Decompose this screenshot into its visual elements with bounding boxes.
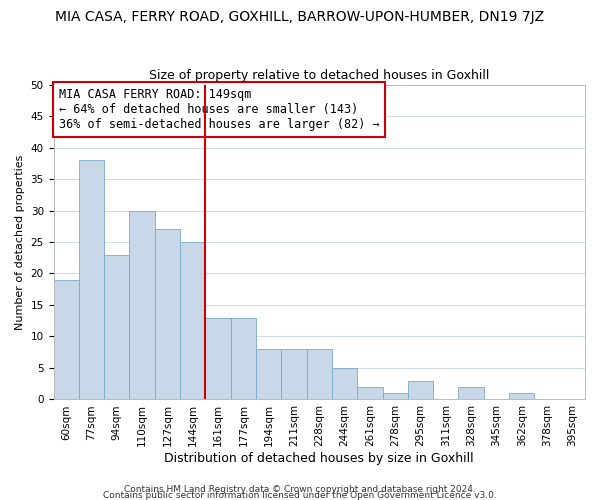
Bar [130,210,155,400]
Bar [281,349,307,400]
Bar [307,349,332,400]
Bar [53,280,79,400]
Y-axis label: Number of detached properties: Number of detached properties [15,154,25,330]
Text: MIA CASA FERRY ROAD: 149sqm
← 64% of detached houses are smaller (143)
36% of se: MIA CASA FERRY ROAD: 149sqm ← 64% of det… [59,88,379,130]
Text: Contains HM Land Registry data © Crown copyright and database right 2024.: Contains HM Land Registry data © Crown c… [124,484,476,494]
Bar [205,318,230,400]
Bar [458,387,484,400]
Bar [230,318,256,400]
Bar [332,368,357,400]
Text: MIA CASA, FERRY ROAD, GOXHILL, BARROW-UPON-HUMBER, DN19 7JZ: MIA CASA, FERRY ROAD, GOXHILL, BARROW-UP… [55,10,545,24]
Bar [357,387,383,400]
Bar [180,242,205,400]
Bar [509,393,535,400]
X-axis label: Distribution of detached houses by size in Goxhill: Distribution of detached houses by size … [164,452,474,465]
Bar [256,349,281,400]
Bar [79,160,104,400]
Bar [104,254,130,400]
Text: Contains public sector information licensed under the Open Government Licence v3: Contains public sector information licen… [103,490,497,500]
Bar [408,380,433,400]
Bar [155,230,180,400]
Bar [383,393,408,400]
Title: Size of property relative to detached houses in Goxhill: Size of property relative to detached ho… [149,69,490,82]
